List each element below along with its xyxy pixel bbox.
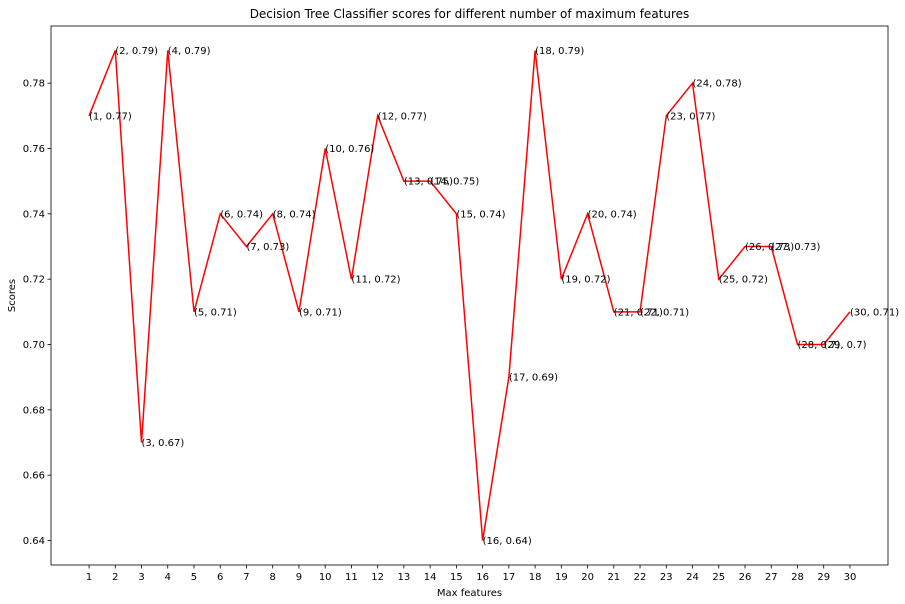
data-point-label: (1, 0.77) [89,111,132,122]
x-tick-label: 6 [217,572,223,583]
data-point-label: (27, 0.73) [771,242,820,253]
data-point-label: (11, 0.72) [351,275,400,286]
x-tick-label: 14 [424,572,437,583]
y-tick-label: 0.72 [23,275,45,286]
x-axis-ticks: 1 2 3 4 5 6 7 8 9 10 11 12 13 14 15 16 17 18 19 20 21 22 23 24 2… [86,565,856,583]
x-tick-label: 2 [112,572,118,583]
data-point-label: (18, 0.79) [535,46,584,57]
data-point-label: (19, 0.72) [561,275,610,286]
x-tick-label: 3 [138,572,144,583]
chart-title: Decision Tree Classifier scores for diff… [250,7,690,21]
x-tick-label: 28 [791,572,804,583]
data-point-label: (6, 0.74) [220,209,263,220]
y-tick-label: 0.74 [23,209,45,220]
x-tick-label: 13 [398,572,411,583]
x-tick-label: 8 [270,572,276,583]
data-point-label: (30, 0.71) [850,307,899,318]
scores-series-line [88,50,851,541]
x-tick-label: 7 [243,572,249,583]
x-tick-label: 30 [844,572,857,583]
x-tick-label: 19 [555,572,568,583]
data-point-labels: (1, 0.77) (2, 0.79) (3, 0.67) (4, 0.79) (5, … [89,46,899,547]
plot-frame [50,25,889,566]
data-point-label: (3, 0.67) [142,438,185,449]
data-point-label: (22, 0.71) [640,307,689,318]
data-point-label: (17, 0.69) [509,373,558,384]
y-tick-label: 0.70 [23,340,45,351]
data-point-label: (21, 0.71) [614,307,663,318]
y-tick-label: 0.68 [23,405,45,416]
x-tick-label: 20 [581,572,594,583]
x-tick-label: 25 [712,572,725,583]
x-tick-label: 15 [450,572,463,583]
x-tick-label: 4 [165,572,171,583]
x-tick-label: 17 [502,572,515,583]
data-point-label: (23, 0.77) [666,111,715,122]
y-axis-ticks: 0.64 0.66 0.68 0.70 0.72 0.74 0.76 0.78 [23,79,51,547]
data-point-label: (25, 0.72) [719,275,768,286]
x-tick-label: 10 [319,572,332,583]
x-tick-label: 9 [296,572,302,583]
data-point-label: (28, 0.7) [797,340,840,351]
x-axis-label: Max features [437,588,502,599]
data-point-label: (15, 0.74) [456,209,505,220]
x-tick-label: 24 [686,572,699,583]
x-tick-label: 11 [345,572,358,583]
x-tick-label: 12 [371,572,384,583]
data-point-label: (7, 0.73) [246,242,289,253]
data-point-label: (12, 0.77) [378,111,427,122]
x-tick-label: 16 [476,572,489,583]
data-point-label: (4, 0.79) [168,46,211,57]
x-tick-label: 21 [607,572,620,583]
data-point-label: (24, 0.78) [693,79,742,90]
data-point-label: (16, 0.64) [483,536,532,547]
data-point-label: (29, 0.7) [824,340,867,351]
x-tick-label: 5 [191,572,197,583]
x-tick-label: 23 [660,572,673,583]
y-tick-label: 0.64 [23,536,45,547]
x-tick-label: 18 [529,572,542,583]
x-tick-label: 22 [634,572,647,583]
y-tick-label: 0.66 [23,471,45,482]
y-axis-label: Scores [7,279,18,312]
y-tick-label: 0.78 [23,79,45,90]
x-tick-label: 29 [817,572,830,583]
x-tick-label: 26 [739,572,752,583]
data-point-label: (14, 0.75) [430,177,479,188]
data-point-label: (26, 0.73) [745,242,794,253]
x-tick-label: 27 [765,572,778,583]
data-point-label: (2, 0.79) [115,46,158,57]
data-point-label: (9, 0.71) [299,307,342,318]
data-point-label: (20, 0.74) [588,209,637,220]
data-point-label: (13, 0.75) [404,177,453,188]
y-tick-label: 0.76 [23,144,45,155]
data-point-label: (8, 0.74) [273,209,316,220]
x-tick-label: 1 [86,572,92,583]
data-point-label: (5, 0.71) [194,307,237,318]
data-point-label: (10, 0.76) [325,144,374,155]
